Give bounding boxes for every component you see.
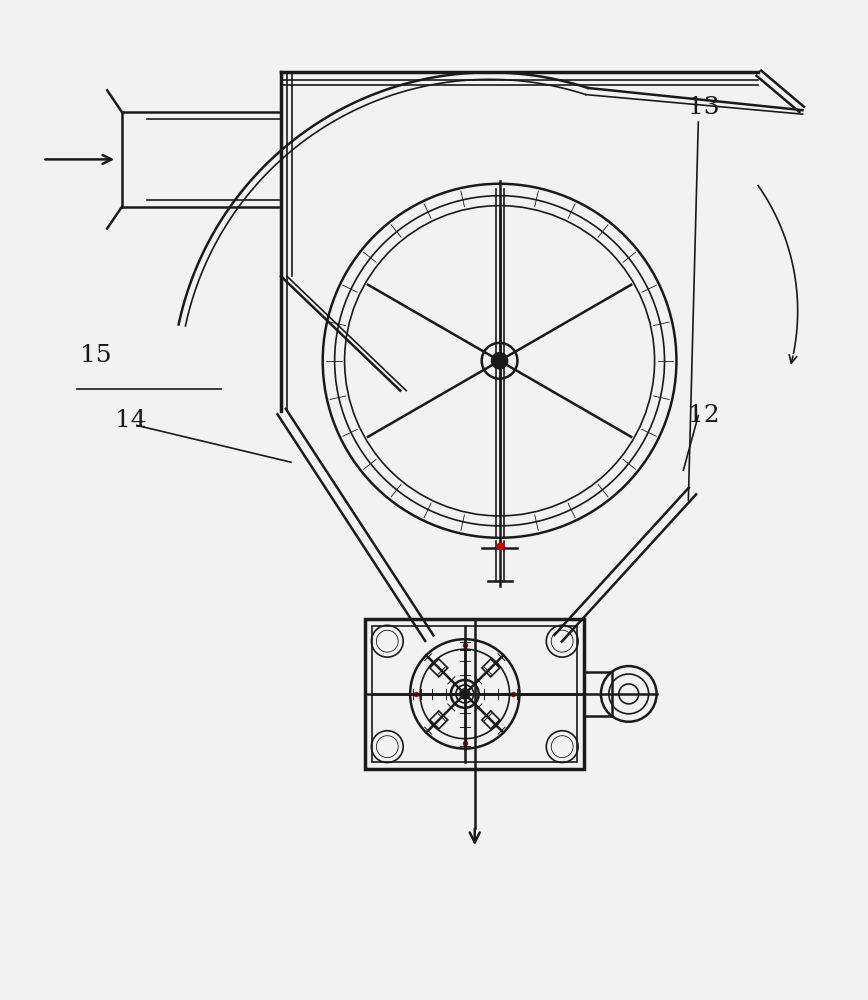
Text: 14: 14: [115, 409, 147, 432]
Text: 15: 15: [81, 344, 112, 367]
Text: 12: 12: [688, 404, 720, 427]
Bar: [365, 619, 584, 769]
Bar: [584, 672, 612, 716]
Text: 13: 13: [688, 96, 720, 119]
Circle shape: [491, 353, 508, 369]
Circle shape: [460, 689, 470, 699]
Bar: [372, 626, 577, 762]
